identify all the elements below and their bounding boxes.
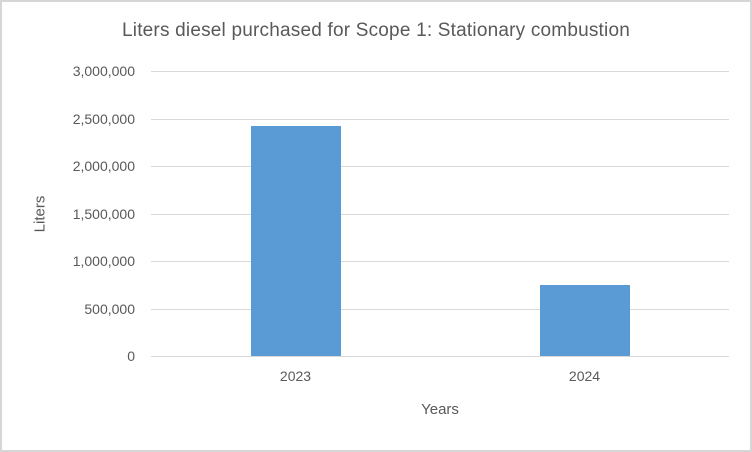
y-tick-label: 2,000,000 [72, 158, 135, 174]
gridline [151, 71, 729, 72]
x-tick-label: 2024 [568, 368, 601, 384]
y-tick-label: 3,000,000 [72, 63, 135, 79]
plot-area [151, 71, 729, 357]
y-tick-label: 500,000 [84, 300, 135, 317]
y-tick-label: 1,000,000 [72, 253, 135, 269]
x-tick-label: 2023 [279, 368, 312, 384]
x-axis-title: Years [421, 401, 459, 418]
gridline [151, 166, 729, 167]
gridline [151, 213, 729, 215]
chart-title: Liters diesel purchased for Scope 1: Sta… [122, 20, 630, 41]
gridline [151, 308, 729, 310]
gridline [151, 118, 729, 120]
y-tick-label: 1,500,000 [72, 205, 135, 222]
gridline [151, 356, 729, 357]
bar-2023 [250, 126, 341, 356]
y-tick-label: 0 [127, 348, 135, 364]
bar-2024 [539, 285, 630, 356]
y-tick-label: 2,500,000 [72, 110, 135, 127]
gridline [151, 261, 729, 262]
